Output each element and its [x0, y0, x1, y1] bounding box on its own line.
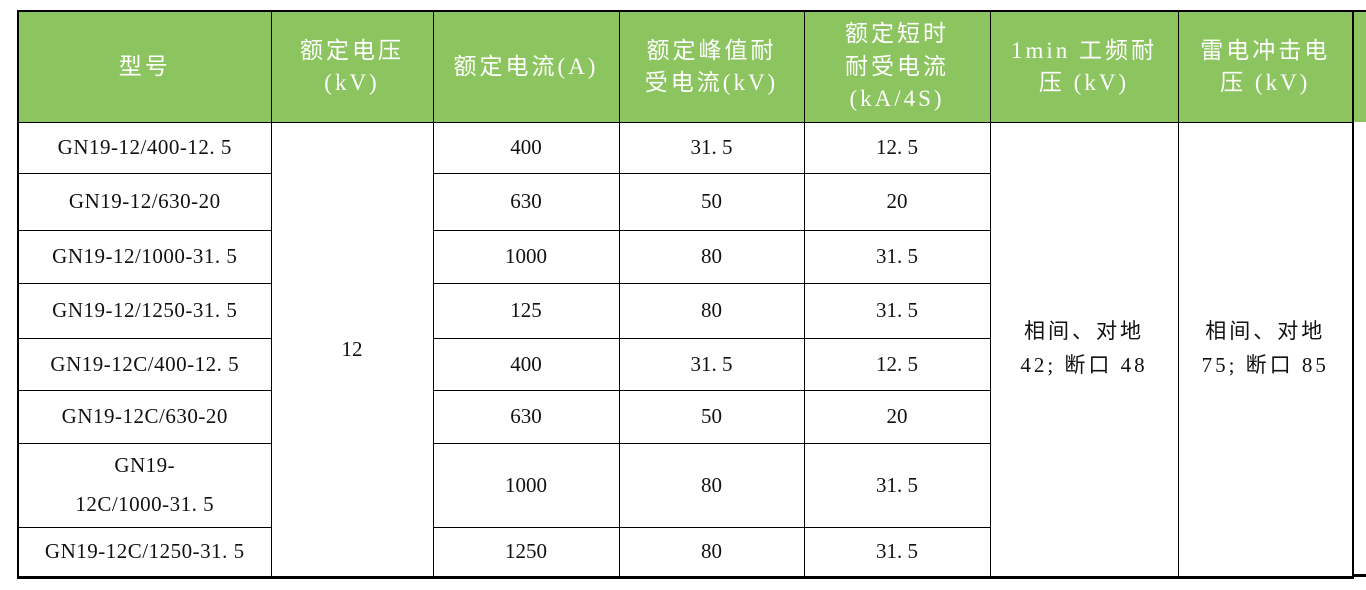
col-header-peak-withstand-current: 额定峰值耐 受电流(kV)	[618, 10, 805, 123]
current-cell: 1250	[432, 526, 620, 578]
peak-cell: 31. 5	[618, 121, 805, 174]
table-bottom-border-bleed	[1352, 574, 1366, 577]
power-frequency-withstand-cell: 相间、对地 42; 断口 48	[989, 121, 1179, 578]
current-cell: 400	[432, 121, 620, 174]
col-header-rated-current: 额定电流(A)	[432, 10, 620, 123]
col-header-short-time-withstand-current: 额定短时 耐受电流 (kA/4S)	[803, 10, 991, 123]
table-row: GN19-12/400-12. 5 12 400 31. 5 12. 5 相间、…	[17, 121, 1354, 578]
peak-cell: 80	[618, 442, 805, 528]
model-cell: GN19-12C/1250-31. 5	[17, 526, 272, 578]
switch-spec-table: 型号 额定电压 (kV) 额定电流(A) 额定峰值耐 受电流(kV) 额定短时 …	[17, 10, 1354, 579]
short-time-cell: 31. 5	[803, 526, 991, 578]
col-header-rated-voltage: 额定电压 (kV)	[270, 10, 434, 123]
current-cell: 400	[432, 337, 620, 391]
table-row: GN19-12C/1250-31. 5 1250 80 31. 5	[17, 526, 1353, 578]
peak-cell: 50	[618, 389, 805, 444]
short-time-cell: 20	[803, 389, 991, 444]
current-cell: 1000	[432, 229, 620, 284]
rated-voltage-cell: 12	[270, 121, 434, 578]
model-cell: GN19-12/400-12. 5	[17, 121, 272, 174]
peak-cell: 31. 5	[618, 337, 805, 391]
short-time-cell: 12. 5	[803, 337, 991, 391]
table-row: GN19-12C/400-12. 5 400 31. 5 12. 5	[17, 337, 1353, 391]
short-time-cell: 31. 5	[803, 229, 991, 284]
model-cell: GN19-12C/630-20	[17, 389, 272, 444]
model-cell: GN19-12/1250-31. 5	[17, 282, 272, 339]
peak-cell: 80	[618, 526, 805, 578]
current-cell: 125	[432, 282, 620, 339]
model-cell: GN19-12/1000-31. 5	[17, 229, 272, 284]
table-row: GN19- 12C/1000-31. 5 1000 80 31. 5	[17, 442, 1353, 528]
short-time-cell: 31. 5	[803, 282, 991, 339]
peak-cell: 80	[618, 282, 805, 339]
table-row: GN19-12/1000-31. 5 1000 80 31. 5	[17, 229, 1353, 284]
model-cell: GN19-12/630-20	[17, 172, 272, 231]
current-cell: 1000	[432, 442, 620, 528]
lightning-impulse-cell: 相间、对地 75; 断口 85	[1177, 121, 1354, 578]
short-time-cell: 12. 5	[803, 121, 991, 174]
peak-cell: 50	[618, 172, 805, 231]
current-cell: 630	[432, 172, 620, 231]
current-cell: 630	[432, 389, 620, 444]
short-time-cell: 31. 5	[803, 442, 991, 528]
header-green-bleed	[1354, 12, 1366, 122]
table-row: GN19-12/630-20 630 50 20	[17, 172, 1353, 231]
col-header-power-frequency-withstand: 1min 工频耐 压 (kV)	[989, 10, 1179, 123]
col-header-model: 型号	[17, 10, 272, 123]
table-top-border-bleed	[1352, 10, 1366, 12]
table-header-row: 型号 额定电压 (kV) 额定电流(A) 额定峰值耐 受电流(kV) 额定短时 …	[17, 10, 1354, 123]
table-row: GN19-12/1250-31. 5 125 80 31. 5	[17, 282, 1353, 339]
model-cell: GN19-12C/400-12. 5	[17, 337, 272, 391]
model-cell: GN19- 12C/1000-31. 5	[17, 442, 272, 528]
peak-cell: 80	[618, 229, 805, 284]
col-header-lightning-impulse: 雷电冲击电 压 (kV)	[1177, 10, 1354, 123]
table-row: GN19-12C/630-20 630 50 20	[17, 389, 1353, 444]
short-time-cell: 20	[803, 172, 991, 231]
